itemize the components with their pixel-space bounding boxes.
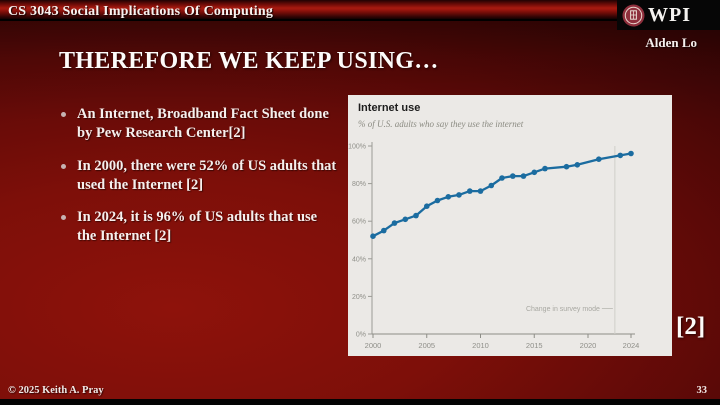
y-tick-label: 60% bbox=[352, 219, 366, 226]
data-point bbox=[628, 150, 634, 157]
data-point bbox=[531, 169, 538, 176]
wpi-logo-text: WPI bbox=[648, 3, 691, 26]
page-title: THEREFORE WE KEEP USING… bbox=[59, 48, 439, 74]
data-point bbox=[488, 182, 495, 189]
y-tick-label: 0% bbox=[356, 332, 366, 339]
bullet-icon bbox=[61, 163, 66, 169]
bullet-text: In 2000, there were 52% of US adults tha… bbox=[77, 157, 337, 193]
header-bar: CS 3043 Social Implications Of Computing bbox=[0, 0, 623, 21]
x-tick-label: 2010 bbox=[472, 341, 489, 350]
list-item: In 2024, it is 96% of US adults that use… bbox=[61, 208, 339, 246]
annotation-label: Change in survey mode bbox=[526, 306, 600, 313]
bottom-border bbox=[0, 399, 720, 405]
data-point bbox=[445, 194, 452, 200]
data-point bbox=[596, 156, 602, 162]
wpi-seal-icon bbox=[622, 4, 645, 26]
data-point bbox=[434, 197, 441, 204]
internet-use-chart: Internet use % of U.S. adults who say th… bbox=[348, 95, 672, 356]
bullet-icon bbox=[61, 215, 66, 221]
data-point bbox=[424, 203, 430, 209]
data-point bbox=[574, 162, 581, 168]
course-title: CS 3043 Social Implications Of Computing bbox=[8, 4, 274, 19]
data-point bbox=[510, 173, 516, 179]
x-tick-label: 2015 bbox=[526, 341, 543, 350]
y-tick-label: 20% bbox=[352, 294, 366, 301]
copyright: © 2025 Keith A. Pray bbox=[8, 385, 104, 396]
author-name: Alden Lo bbox=[645, 35, 697, 50]
wpi-logo: WPI bbox=[617, 0, 720, 30]
data-point bbox=[413, 212, 419, 219]
data-point bbox=[456, 192, 462, 198]
bullet-text: An Internet, Broadband Fact Sheet done b… bbox=[77, 106, 329, 141]
x-tick-label: 2024 bbox=[623, 341, 640, 350]
data-point bbox=[563, 163, 570, 170]
bullet-list: An Internet, Broadband Fact Sheet done b… bbox=[61, 105, 339, 260]
data-point bbox=[402, 216, 409, 223]
bullet-text: In 2024, it is 96% of US adults that use… bbox=[77, 209, 318, 245]
data-point bbox=[381, 227, 387, 234]
x-tick-label: 2020 bbox=[580, 341, 597, 350]
data-point bbox=[542, 165, 548, 172]
data-point bbox=[617, 152, 624, 159]
list-item: In 2000, there were 52% of US adults tha… bbox=[61, 157, 339, 195]
data-point bbox=[467, 188, 473, 194]
data-point bbox=[477, 188, 484, 194]
data-point bbox=[370, 233, 376, 239]
list-item: An Internet, Broadband Fact Sheet done b… bbox=[61, 105, 339, 143]
x-tick-label: 2005 bbox=[418, 341, 435, 350]
data-point bbox=[499, 175, 505, 181]
data-point bbox=[391, 220, 398, 226]
chart-subtitle: % of U.S. adults who say they use the in… bbox=[358, 119, 524, 129]
data-point bbox=[520, 173, 527, 179]
citation-ref: [2] bbox=[676, 313, 706, 340]
trend-line bbox=[372, 152, 632, 238]
y-tick-label: 100% bbox=[348, 144, 366, 151]
y-tick-label: 80% bbox=[352, 181, 366, 188]
chart-title: Internet use bbox=[358, 102, 421, 114]
page-number: 33 bbox=[696, 385, 708, 396]
y-tick-label: 40% bbox=[352, 256, 366, 263]
x-tick-label: 2000 bbox=[365, 341, 382, 350]
bullet-icon bbox=[61, 112, 66, 117]
line-chart: 0% 20% 40% 60% 80% 100% 2000 2005 2010 2015 2020 20… bbox=[348, 142, 640, 350]
